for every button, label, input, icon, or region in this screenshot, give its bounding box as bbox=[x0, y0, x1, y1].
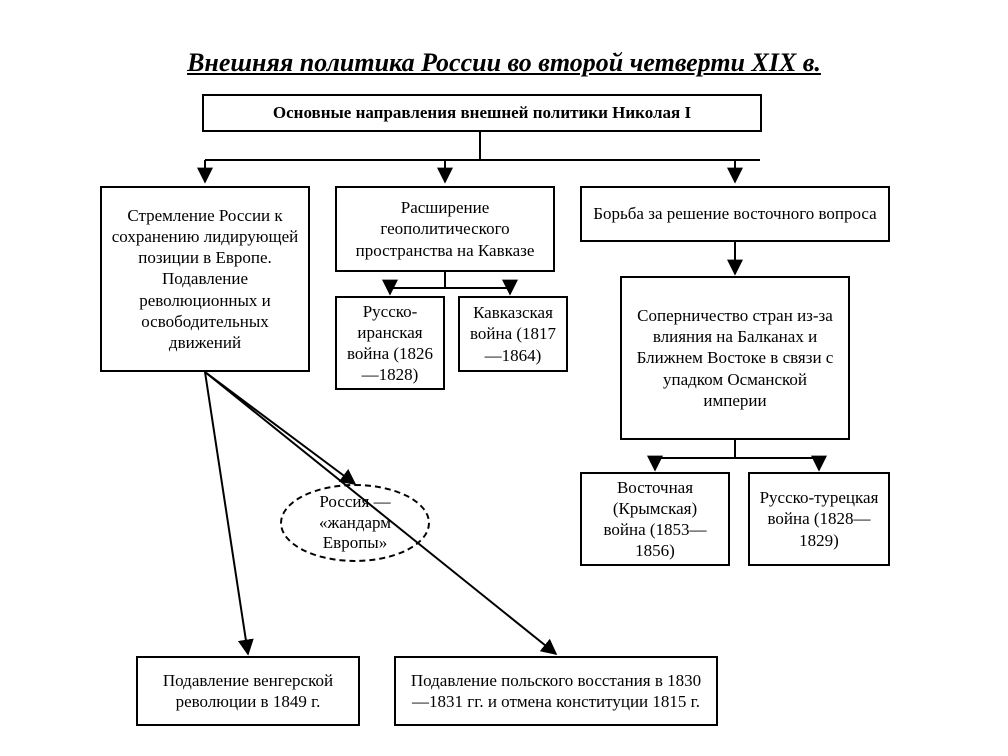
root-box: Основные направления внешней политики Ни… bbox=[202, 94, 762, 132]
branch-eastern-question: Борьба за решение восточного вопроса bbox=[580, 186, 890, 242]
branch-europe: Стремление России к сохранению лидирующе… bbox=[100, 186, 310, 372]
russo-iranian-war-box: Русско-иранская война (1826—1828) bbox=[335, 296, 445, 390]
crimean-war-box: Восточная (Крымская) война (1853—1856) bbox=[580, 472, 730, 566]
russo-turkish-war-box: Русско-турецкая война (1828—1829) bbox=[748, 472, 890, 566]
eastern-rivalry-box: Соперничество стран из-за влияния на Бал… bbox=[620, 276, 850, 440]
poland-box: Подавление польского восстания в 1830—18… bbox=[394, 656, 718, 726]
gendarme-ellipse: Россия — «жандарм Европы» bbox=[280, 484, 430, 562]
caucasus-war-box: Кавказская война (1817—1864) bbox=[458, 296, 568, 372]
page-title: Внешняя политика России во второй четвер… bbox=[0, 48, 1008, 78]
hungary-box: Подавление венгерской революции в 1849 г… bbox=[136, 656, 360, 726]
branch-caucasus: Расширение геополитического пространства… bbox=[335, 186, 555, 272]
